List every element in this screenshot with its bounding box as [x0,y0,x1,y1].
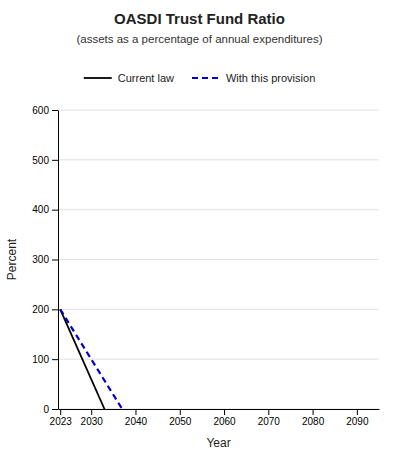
tick: 0 [43,404,58,415]
legend-label: With this provision [226,72,315,84]
tick-mark [180,409,181,415]
tick-mark [52,309,58,310]
tick: 2060 [213,409,236,427]
grid-line [58,159,379,160]
tick-label: 0 [43,404,49,415]
tick-mark [52,160,58,161]
tick: 2080 [302,409,325,427]
tick-mark [52,359,58,360]
tick: 500 [32,155,58,166]
tick: 2070 [258,409,281,427]
grid-line [58,259,379,260]
tick-label: 2070 [258,416,281,427]
tick: 200 [32,304,58,315]
grid-line [58,110,379,111]
tick: 100 [32,354,58,365]
tick-mark [52,210,58,211]
tick-label: 300 [32,254,49,265]
tick-mark [60,409,61,415]
legend: Current law With this provision [84,72,316,84]
tick-mark [268,409,269,415]
subtitle: (assets as a percentage of annual expend… [76,33,322,45]
tick-mark [52,260,58,261]
series-line [60,309,104,409]
tick-mark [135,409,136,415]
tick-label: 100 [32,354,49,365]
legend-item: Current law [84,72,174,84]
tick-mark [357,409,358,415]
legend-label: Current law [118,72,174,84]
title: OASDI Trust Fund Ratio [114,10,285,27]
y-axis-title: Percent [5,238,19,280]
tick-label: 400 [32,204,49,215]
grid-line [58,409,379,410]
tick: 600 [32,105,58,116]
tick: 2040 [125,409,148,427]
tick-label: 2090 [346,416,369,427]
tick-mark [313,409,314,415]
tick: 2023 [50,409,73,427]
tick: 400 [32,204,58,215]
tick-label: 500 [32,155,49,166]
grid-line [58,359,379,360]
axis-line [58,111,59,410]
plot-area: 2023 2030 2040 2050 2060 2070 2080 2090 0 100 200 3… [32,105,379,427]
tick-label: 2040 [125,416,148,427]
tick: 2030 [81,409,104,427]
grid [58,110,379,409]
lines [60,309,122,409]
tick-label: 2023 [50,416,73,427]
legend-swatch [192,77,220,79]
tick-mark [52,110,58,111]
grid-line [58,209,379,210]
legend-item: With this provision [192,72,315,84]
tick-mark [91,409,92,415]
tick-label: 2080 [302,416,325,427]
tick-label: 2060 [213,416,236,427]
tick-mark [52,409,58,410]
x-axis-title: Year [206,436,230,450]
tick-label: 2030 [81,416,104,427]
tick-label: 600 [32,105,49,116]
chart: OASDI Trust Fund Ratio (assets as a perce… [0,0,399,457]
tick: 2090 [346,409,369,427]
tick-mark [224,409,225,415]
tick: 300 [32,254,58,265]
grid-line [58,309,379,310]
series-line [60,309,122,409]
axis-line [59,409,380,410]
legend-swatch [84,77,112,79]
x-axis: 2023 2030 2040 2050 2060 2070 2080 2090 [50,409,380,427]
tick-label: 2050 [169,416,192,427]
tick: 2050 [169,409,192,427]
y-axis: 0 100 200 300 400 500 600 [32,105,58,415]
tick-label: 200 [32,304,49,315]
